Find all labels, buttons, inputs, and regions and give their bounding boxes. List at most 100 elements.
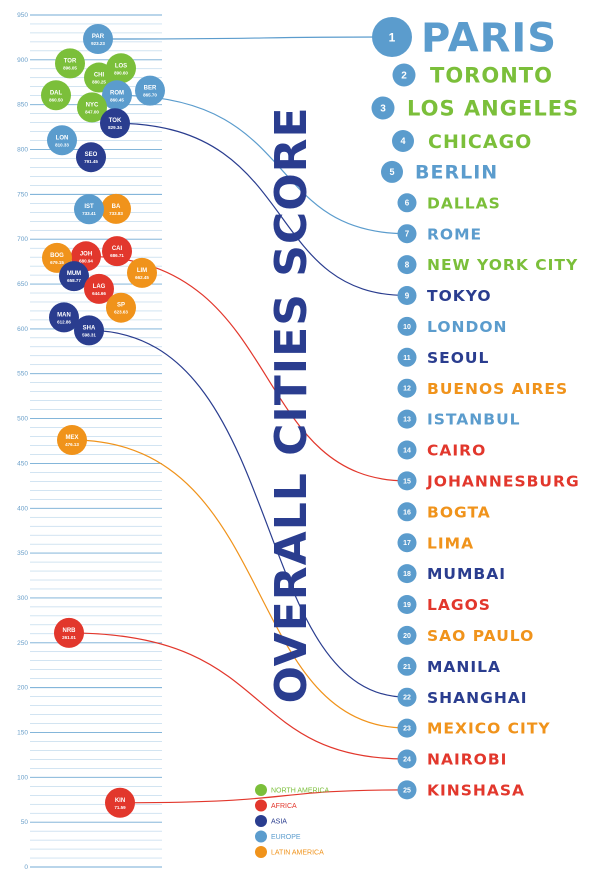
bubble-abbr: MEX bbox=[65, 435, 78, 441]
bubble-abbr: NRB bbox=[63, 628, 77, 634]
city-name-cai: CAIRO bbox=[427, 442, 486, 460]
bubble-score: 847.00 bbox=[85, 109, 99, 114]
connector-line-joh bbox=[85, 255, 408, 482]
bubble-abbr: MUM bbox=[67, 271, 81, 277]
legend-swatch bbox=[255, 846, 267, 858]
bubble-abbr: LOS bbox=[115, 63, 127, 69]
rank-number: 16 bbox=[403, 509, 411, 516]
rank-badge bbox=[397, 440, 417, 460]
city-name-sp: SAO PAULO bbox=[427, 627, 534, 645]
rank-number: 8 bbox=[405, 260, 410, 269]
bubble-score: 896.05 bbox=[63, 65, 77, 70]
city-name-los: LOS ANGELES bbox=[407, 97, 579, 121]
bubble-abbr: MAN bbox=[57, 312, 71, 318]
bubble-score: 686.71 bbox=[110, 253, 124, 258]
rank-badge bbox=[397, 316, 417, 336]
y-tick-label: 600 bbox=[17, 326, 28, 333]
y-tick-label: 650 bbox=[17, 281, 28, 288]
bubble-abbr: BOG bbox=[50, 253, 64, 259]
legend-swatch bbox=[255, 830, 267, 843]
rank-number: 10 bbox=[403, 324, 411, 331]
rank-badge bbox=[397, 656, 417, 676]
rank-number: 6 bbox=[405, 199, 410, 208]
rank-number: 13 bbox=[403, 417, 411, 424]
bubble-mum bbox=[59, 261, 89, 292]
rank-badge bbox=[397, 471, 417, 491]
bubble-cai bbox=[102, 236, 132, 267]
bubble-tor bbox=[55, 48, 85, 79]
rank-number: 14 bbox=[403, 448, 411, 455]
bubble-abbr: ROM bbox=[110, 90, 124, 96]
rank-badge bbox=[381, 160, 403, 183]
rank-badge bbox=[397, 378, 417, 398]
city-name-rom: ROME bbox=[427, 225, 482, 243]
rank-badge bbox=[372, 17, 412, 57]
y-tick-label: 150 bbox=[17, 729, 28, 736]
chart-title: OVERALL CITIES SCORE bbox=[266, 106, 317, 703]
rank-badge bbox=[397, 564, 417, 584]
rank-badge bbox=[397, 224, 417, 244]
bubble-score: 860.50 bbox=[49, 97, 63, 102]
rank-number: 1 bbox=[389, 30, 396, 44]
y-tick-label: 500 bbox=[17, 416, 28, 423]
bubble-abbr: BER bbox=[144, 86, 157, 92]
legend: NORTH AMERICA AFRICA ASIA EUROPE LATIN AMERI… bbox=[255, 784, 330, 858]
bubble-score: 623.63 bbox=[114, 310, 128, 315]
y-tick-label: 250 bbox=[17, 640, 28, 647]
bubble-score: 476.13 bbox=[65, 442, 79, 447]
city-name-lon: LONDON bbox=[427, 318, 508, 336]
city-name-ba: BUENOS AIRES bbox=[427, 380, 568, 398]
bubble-abbr: LAG bbox=[93, 284, 106, 290]
bubble-abbr: SEO bbox=[85, 152, 98, 158]
city-name-dal: DALLAS bbox=[427, 194, 501, 212]
city-name-kin: KINSHASA bbox=[427, 781, 525, 799]
y-axis-ticks: 0 50 100 150 200 250 300 350 400 450 500 550 600 650 7… bbox=[17, 12, 28, 871]
rank-number: 25 bbox=[403, 787, 411, 794]
connector-lines bbox=[68, 36, 408, 804]
city-name-ist: ISTANBUL bbox=[427, 411, 521, 429]
bubble-abbr: IST bbox=[84, 204, 94, 210]
bubble-score: 261.01 bbox=[62, 635, 76, 640]
rank-badge bbox=[397, 780, 417, 800]
bubble-score: 679.15 bbox=[50, 260, 64, 265]
rank-number: 7 bbox=[405, 230, 410, 239]
connector-line-rom bbox=[116, 94, 408, 235]
rank-badge bbox=[371, 96, 395, 120]
rank-badge bbox=[397, 533, 417, 553]
bubble-abbr: DAL bbox=[50, 90, 63, 96]
bubble-abbr: PAR bbox=[92, 34, 105, 40]
rank-number: 3 bbox=[380, 104, 386, 115]
rank-badge bbox=[397, 625, 417, 645]
y-tick-label: 200 bbox=[17, 685, 28, 692]
bubble-tok bbox=[100, 108, 130, 139]
rank-number: 18 bbox=[403, 571, 411, 578]
y-tick-label: 700 bbox=[17, 236, 28, 243]
y-tick-label: 350 bbox=[17, 550, 28, 557]
legend-label: AFRICA bbox=[271, 803, 297, 810]
city-name-tok: TOKYO bbox=[427, 287, 492, 305]
rank-number: 4 bbox=[400, 136, 405, 146]
y-tick-label: 100 bbox=[17, 774, 28, 781]
legend-swatch bbox=[255, 799, 267, 812]
bubble-man bbox=[49, 302, 79, 333]
bubble-abbr: KIN bbox=[115, 798, 125, 804]
rank-badge bbox=[397, 193, 417, 213]
y-tick-label: 400 bbox=[17, 505, 28, 512]
rank-number: 19 bbox=[403, 602, 411, 609]
rank-number: 9 bbox=[405, 291, 410, 300]
city-name-sha: SHANGHAI bbox=[427, 689, 528, 707]
rank-badge bbox=[392, 63, 416, 87]
city-name-lim: LIMA bbox=[427, 534, 474, 552]
y-tick-label: 300 bbox=[17, 595, 28, 602]
rank-number: 17 bbox=[403, 540, 411, 547]
bubble-score: 791.45 bbox=[84, 159, 98, 164]
rank-number: 5 bbox=[389, 167, 394, 177]
bubble-sp bbox=[106, 292, 136, 323]
rank-number: 15 bbox=[403, 478, 411, 485]
bubble-score: 658.77 bbox=[67, 278, 81, 283]
city-name-ber: BERLIN bbox=[415, 162, 498, 184]
bubble-abbr: LON bbox=[56, 135, 69, 141]
y-tick-label: 750 bbox=[17, 191, 28, 198]
bubble-seo bbox=[76, 142, 106, 173]
